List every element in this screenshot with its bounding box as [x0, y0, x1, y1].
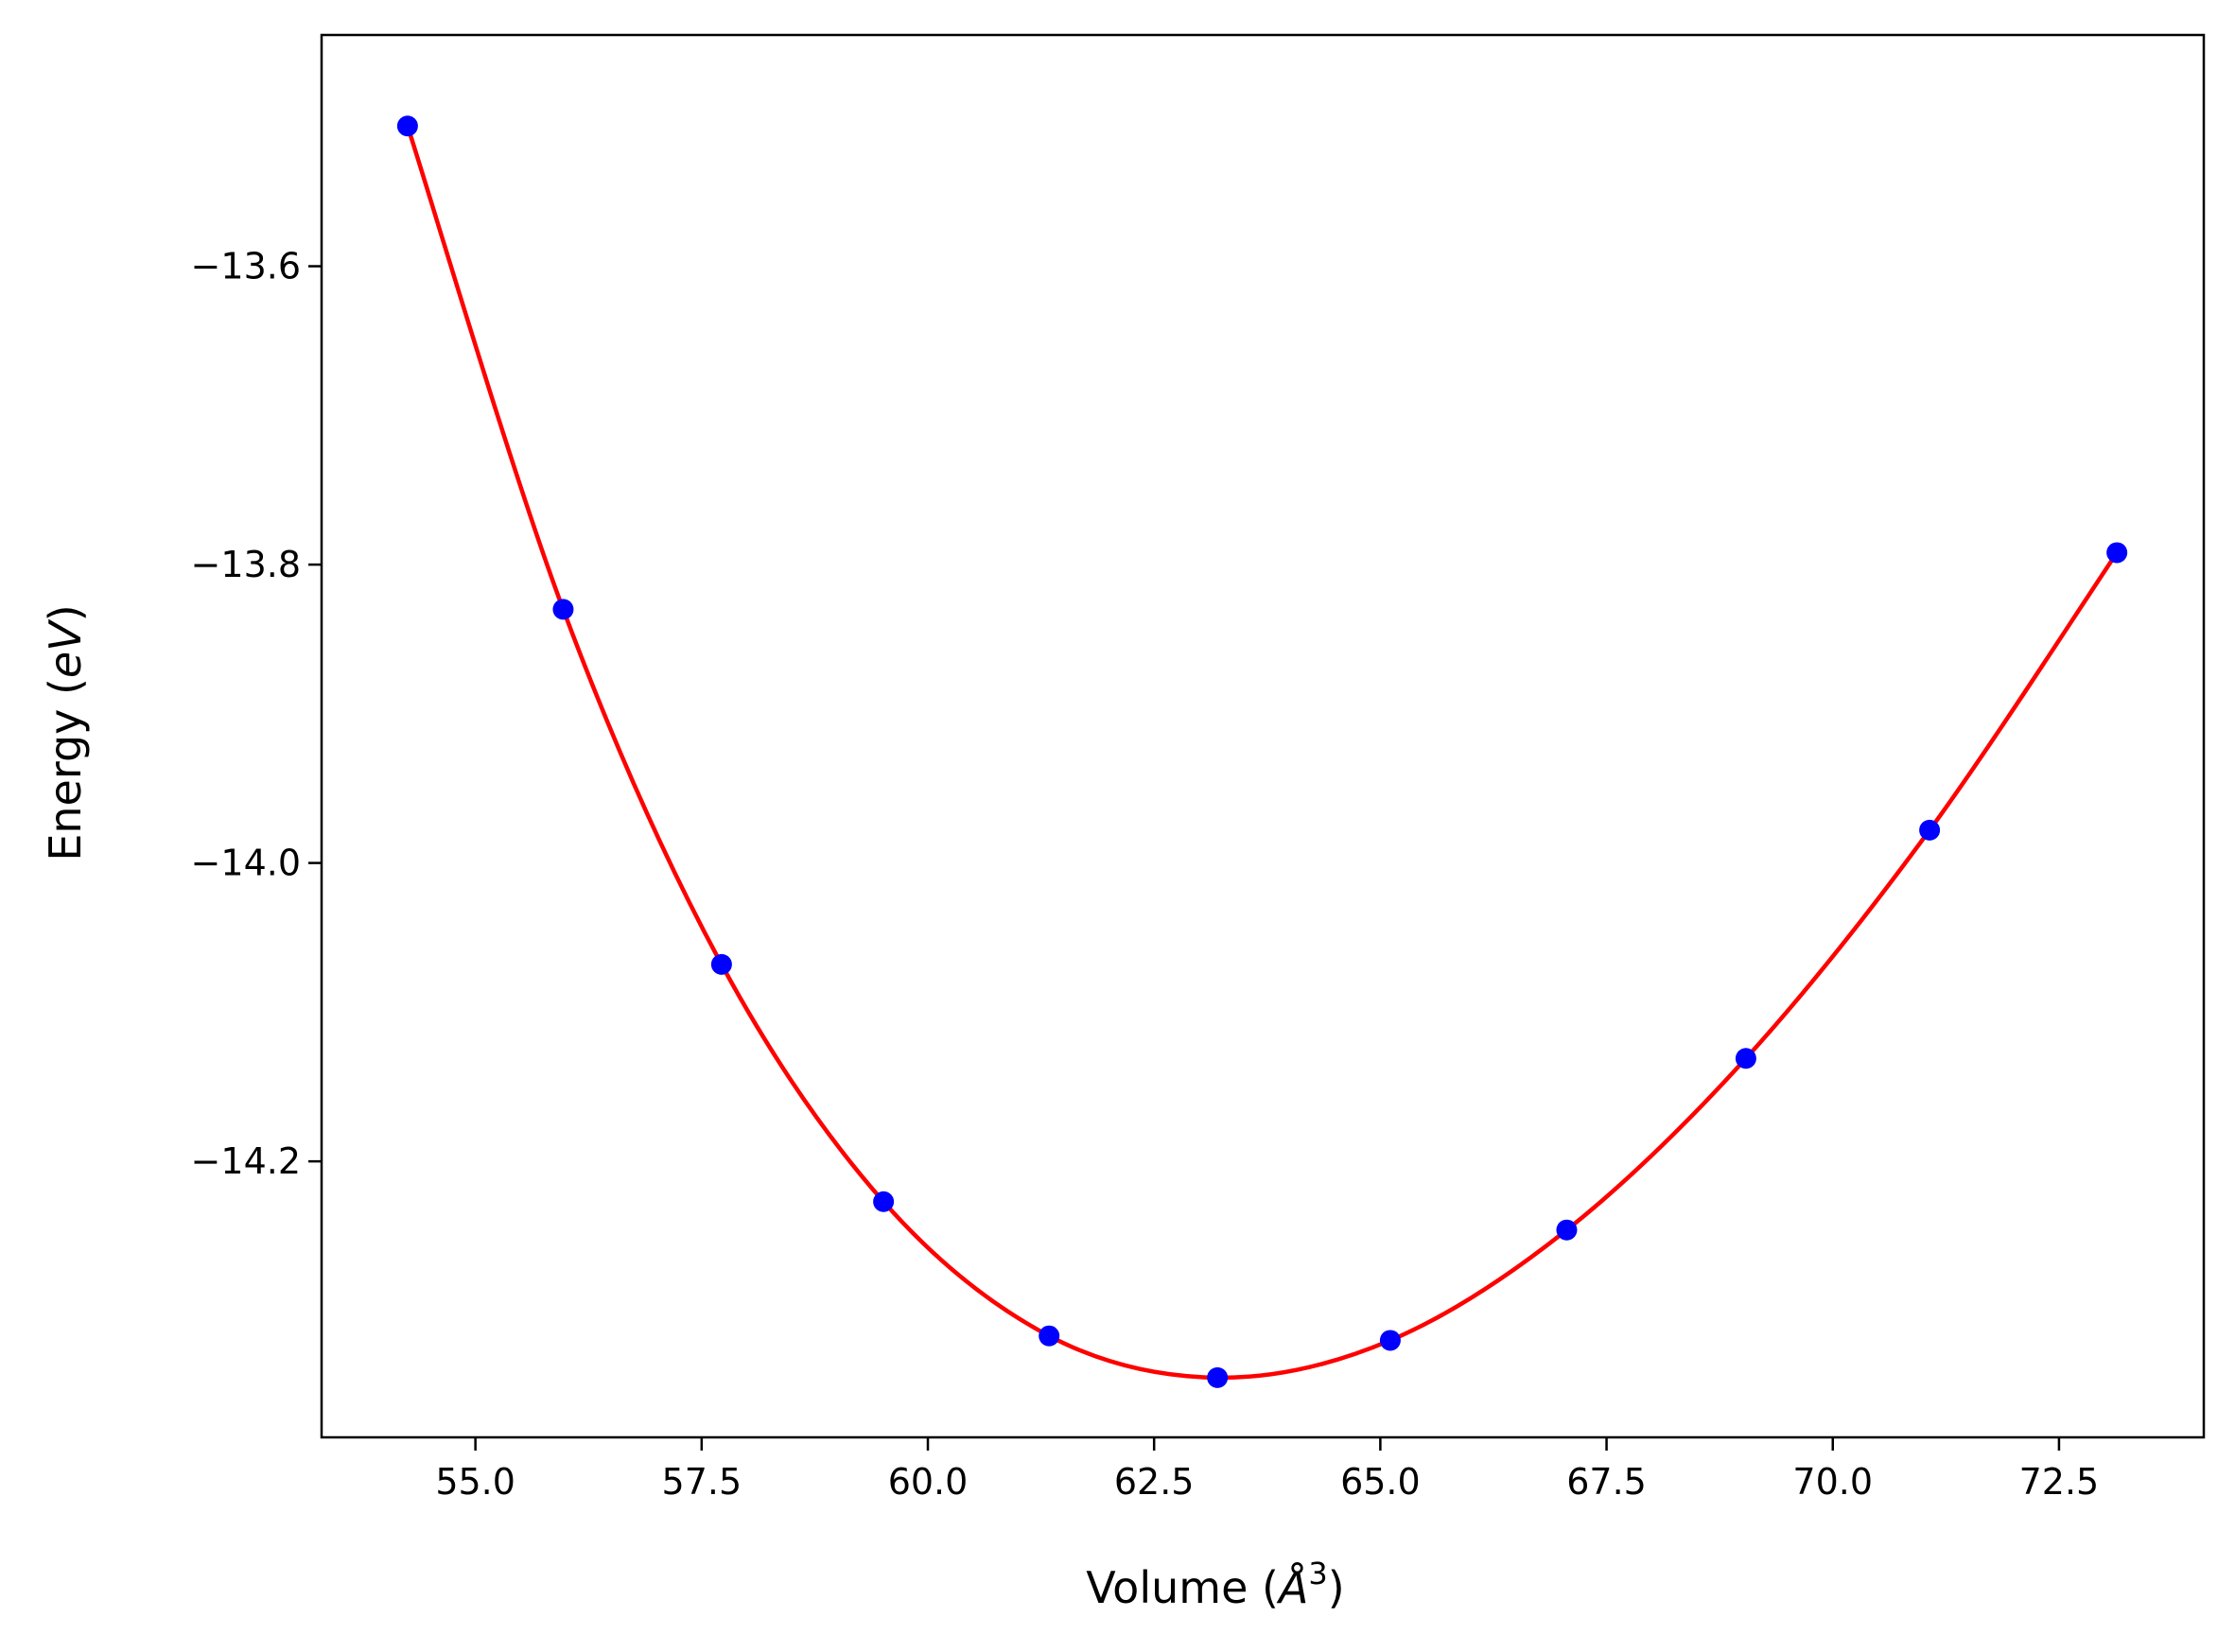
- x-tick-label: 60.0: [888, 1461, 969, 1503]
- data-point: [1919, 819, 1941, 841]
- x-axis-ticks: 55.0 57.5 60.0 62.5 65.0 67.5 70.0 72.5: [435, 1437, 2099, 1503]
- x-axis-label-prefix: Volume (: [1086, 1562, 1279, 1613]
- x-tick-label: 62.5: [1114, 1461, 1195, 1503]
- y-tick-label: −14.2: [191, 1140, 301, 1182]
- fit-curve-layer: [405, 125, 2120, 1381]
- y-tick-label: −14.0: [191, 843, 301, 884]
- x-axis-label-unit: Å: [1276, 1562, 1308, 1613]
- y-tick-label: −13.6: [191, 246, 301, 287]
- data-point: [873, 1191, 895, 1212]
- y-tick-label: −13.8: [191, 544, 301, 585]
- x-tick-label: 65.0: [1340, 1461, 1421, 1503]
- data-point: [710, 953, 732, 975]
- data-points-layer: [396, 115, 2128, 1388]
- data-point: [2106, 542, 2128, 564]
- y-axis-label-unit: eV: [40, 618, 91, 678]
- x-tick-label: 70.0: [1792, 1461, 1873, 1503]
- y-axis-label-suffix: ): [40, 604, 91, 621]
- plot-area: [320, 33, 2206, 1439]
- data-point: [1379, 1330, 1401, 1351]
- x-axis-label-suffix: ): [1328, 1562, 1345, 1613]
- x-axis-label: Volume (Å3): [1086, 1556, 1344, 1613]
- data-point: [1207, 1366, 1229, 1388]
- data-point: [1735, 1048, 1756, 1069]
- y-axis-label: Energy (eV): [40, 604, 91, 861]
- data-point: [1556, 1219, 1578, 1241]
- y-axis-label-prefix: Energy (: [40, 678, 91, 861]
- data-point: [396, 115, 418, 137]
- x-tick-label: 55.0: [435, 1461, 515, 1503]
- axes-frame: [320, 33, 2206, 1439]
- y-axis-ticks: −13.6 −13.8 −14.0 −14.2: [191, 246, 322, 1182]
- x-axis-label-exponent: 3: [1308, 1556, 1327, 1591]
- data-point: [1039, 1325, 1060, 1347]
- fit-curve-line: [405, 125, 2120, 1381]
- x-tick-label: 72.5: [2019, 1461, 2100, 1503]
- x-tick-label: 67.5: [1566, 1461, 1647, 1503]
- data-point: [552, 599, 574, 620]
- x-tick-label: 57.5: [662, 1461, 742, 1503]
